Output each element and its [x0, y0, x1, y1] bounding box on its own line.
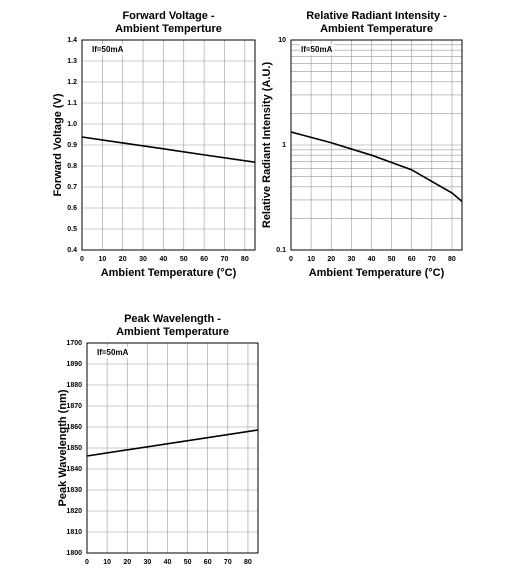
plot-frame	[81, 39, 256, 251]
x-tick-label: 30	[139, 256, 147, 263]
x-tick-label: 20	[119, 256, 127, 263]
y-tick-label: 0.6	[67, 205, 77, 212]
plot-frame	[290, 39, 463, 251]
plot-frame	[86, 342, 259, 554]
x-tick-label: 80	[448, 256, 456, 263]
y-axis-label: Peak Wavelength (nm)	[57, 389, 69, 506]
y-tick-label: 1	[282, 142, 286, 149]
y-tick-label: 0.9	[67, 142, 77, 149]
y-tick-label: 1.1	[67, 100, 77, 107]
y-axis-label: Relative Radiant Intensity (A.U.)	[261, 62, 273, 229]
line	[290, 131, 463, 203]
annotation: If=50mA	[301, 45, 333, 54]
y-tick-label: 1.2	[67, 79, 77, 86]
x-tick-label: 70	[224, 559, 232, 566]
annotation: If=50mA	[92, 45, 124, 54]
y-tick-label: 1.0	[67, 121, 77, 128]
y-tick-label: 1850	[66, 445, 82, 452]
x-axis-label: Ambient Temperature (°C)	[309, 267, 445, 279]
y-tick-label: 1810	[66, 529, 82, 536]
y-tick-label: 1.3	[67, 58, 77, 65]
y-tick-label: 0.1	[276, 247, 286, 254]
x-tick-label: 10	[98, 256, 106, 263]
x-tick-label: 10	[103, 559, 111, 566]
x-tick-label: 40	[160, 256, 168, 263]
x-tick-label: 10	[307, 256, 315, 263]
x-tick-label: 80	[244, 559, 252, 566]
x-tick-label: 70	[428, 256, 436, 263]
y-tick-label: 1800	[66, 550, 82, 557]
y-axis-label: Forward Voltage (V)	[52, 93, 64, 196]
x-tick-label: 0	[289, 256, 293, 263]
y-tick-label: 1860	[66, 424, 82, 431]
x-tick-label: 60	[200, 256, 208, 263]
annotation-bg	[96, 347, 130, 359]
y-tick-label: 10	[278, 37, 286, 44]
y-tick-label: 1.4	[67, 37, 77, 44]
x-tick-label: 20	[123, 559, 131, 566]
x-tick-label: 0	[85, 559, 89, 566]
y-tick-label: 1890	[66, 361, 82, 368]
annotation: If=50mA	[97, 348, 129, 357]
x-tick-label: 50	[184, 559, 192, 566]
x-tick-label: 80	[241, 256, 249, 263]
y-tick-label: 1820	[66, 508, 82, 515]
x-axis-label: Ambient Temperature (°C)	[101, 267, 237, 279]
chart-title: Forward Voltage -Ambient Temperture	[115, 10, 222, 35]
x-tick-label: 40	[164, 559, 172, 566]
annotation-bg	[91, 44, 125, 56]
y-tick-label: 1880	[66, 382, 82, 389]
line	[86, 429, 259, 457]
chart-title: Relative Radiant Intensity -Ambient Temp…	[306, 10, 447, 35]
y-tick-label: 0.5	[67, 226, 77, 233]
y-tick-label: 1840	[66, 466, 82, 473]
x-tick-label: 50	[180, 256, 188, 263]
x-tick-label: 60	[204, 559, 212, 566]
chart-title: Peak Wavelength -Ambient Temperature	[116, 313, 229, 338]
y-tick-label: 0.8	[67, 163, 77, 170]
x-tick-label: 60	[408, 256, 416, 263]
y-tick-label: 1830	[66, 487, 82, 494]
x-tick-label: 50	[388, 256, 396, 263]
y-tick-label: 0.4	[67, 247, 77, 254]
x-tick-label: 40	[368, 256, 376, 263]
y-tick-label: 1870	[66, 403, 82, 410]
x-tick-label: 30	[347, 256, 355, 263]
x-tick-label: 70	[221, 256, 229, 263]
annotation-bg	[300, 44, 334, 56]
x-tick-label: 0	[80, 256, 84, 263]
x-tick-label: 20	[327, 256, 335, 263]
line	[81, 136, 256, 164]
y-tick-label: 1700	[66, 340, 82, 347]
y-tick-label: 0.7	[67, 184, 77, 191]
x-tick-label: 30	[143, 559, 151, 566]
